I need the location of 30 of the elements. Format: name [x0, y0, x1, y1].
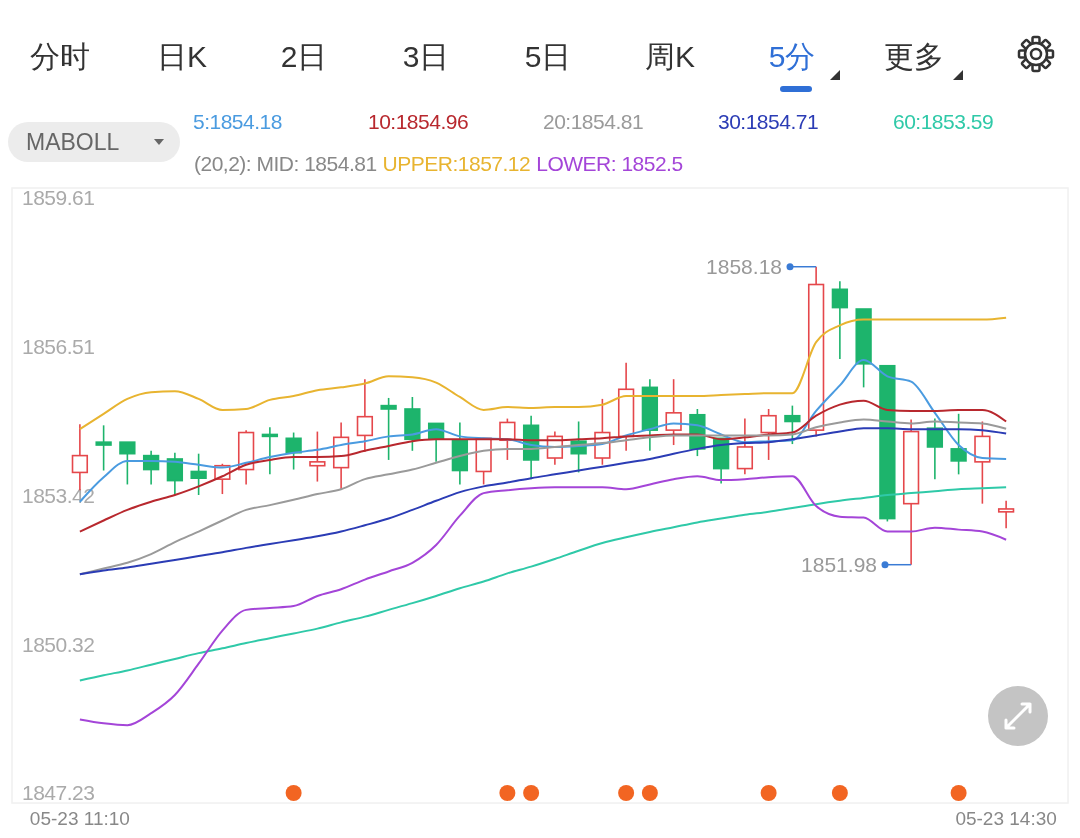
candlestick — [736, 417, 754, 476]
text: 3日 — [402, 39, 450, 73]
text: 30:1854.71 — [718, 110, 819, 134]
text: 10:1854.96 — [368, 110, 469, 134]
text: 周K — [644, 39, 696, 73]
x-tick-label: 05-23 14:30 — [955, 807, 1057, 829]
text: 20:1854.81 — [543, 110, 644, 134]
text: UPPER:1857.12 — [382, 152, 531, 176]
text: 2日 — [280, 39, 328, 73]
annotation: 1858.18 — [706, 255, 782, 279]
y-tick-label: 1847.23 — [22, 781, 95, 805]
candlestick — [997, 499, 1015, 529]
candlestick — [356, 378, 374, 453]
text: 5日 — [524, 39, 572, 73]
x-tick-label: 05-23 11:10 — [29, 807, 130, 829]
text: 更多 — [884, 39, 944, 73]
text: 5分 — [768, 39, 816, 73]
y-tick-label: 1850.32 — [22, 632, 95, 656]
text: 5:1854.18 — [193, 110, 282, 134]
text: MABOLL — [26, 129, 120, 156]
y-tick-label: 1856.51 — [22, 335, 95, 359]
text: (20,2): MID: 1854.81 — [194, 152, 377, 176]
text: LOWER: 1852.5 — [536, 152, 683, 176]
y-tick-label: 1859.61 — [22, 186, 95, 210]
candlestick — [831, 280, 849, 360]
text: 60:1853.59 — [893, 110, 994, 134]
annotation: 1851.98 — [801, 553, 877, 577]
text: 分时 — [30, 39, 90, 73]
candlestick — [617, 362, 635, 452]
text: 日K — [156, 39, 208, 73]
